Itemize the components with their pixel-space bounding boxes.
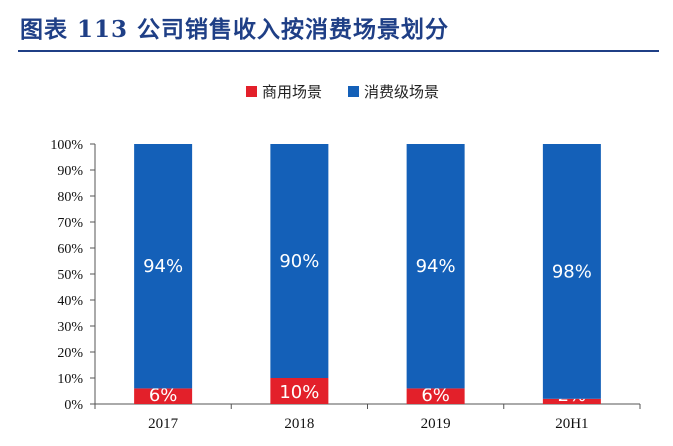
title-divider <box>18 50 659 52</box>
y-tick-label: 0% <box>64 398 83 413</box>
bar-value-label: 98% <box>552 261 592 282</box>
bar-segment-consumer <box>542 144 601 399</box>
bar-segment-consumer <box>270 144 329 378</box>
bar-value-label: 94% <box>143 256 183 277</box>
bar-value-label: 90% <box>279 251 319 272</box>
x-category-label: 2017 <box>148 416 179 432</box>
bar-value-label: 6% <box>421 385 450 406</box>
y-tick-label: 80% <box>57 190 83 205</box>
y-tick-label: 50% <box>57 268 83 283</box>
bar-segment-commercial <box>270 378 329 404</box>
page-title: 图表 113 公司销售收入按消费场景划分 <box>20 16 450 43</box>
y-axis: 0% 10% 20% 30% 40% 50% 60% 70% 80% 90% 100% <box>50 138 96 413</box>
legend-swatch <box>348 86 359 97</box>
legend-label: 消费级场景 <box>364 83 439 101</box>
x-category-label: 2018 <box>284 416 314 432</box>
y-tick-label: 100% <box>50 138 83 153</box>
bar-segment-commercial <box>542 398 601 404</box>
bar-segment-consumer <box>134 144 193 389</box>
bar-group: 6%94%10%90%6%94%2%98% <box>134 144 601 406</box>
bar-segment-commercial <box>134 388 193 404</box>
y-tick-label: 30% <box>57 320 83 335</box>
bar-segment-commercial <box>406 388 465 404</box>
y-tick-label: 70% <box>57 216 83 231</box>
y-tick-label: 40% <box>57 294 83 309</box>
chart-legend: 商用场景 消费级场景 <box>246 83 439 101</box>
x-category-label: 20H1 <box>555 416 588 432</box>
x-axis: 2017 2018 2019 20H1 <box>94 403 641 432</box>
legend-label: 商用场景 <box>262 83 322 101</box>
legend-swatch <box>246 86 257 97</box>
y-tick-label: 90% <box>57 164 83 179</box>
y-tick-label: 10% <box>57 372 83 387</box>
x-category-label: 2019 <box>421 416 451 432</box>
y-tick-label: 60% <box>57 242 83 257</box>
bar-segment-consumer <box>406 144 465 389</box>
bar-value-label: 6% <box>149 385 178 406</box>
bar-value-label: 94% <box>416 256 456 277</box>
y-tick-label: 20% <box>57 346 83 361</box>
bar-value-label: 10% <box>279 382 319 403</box>
